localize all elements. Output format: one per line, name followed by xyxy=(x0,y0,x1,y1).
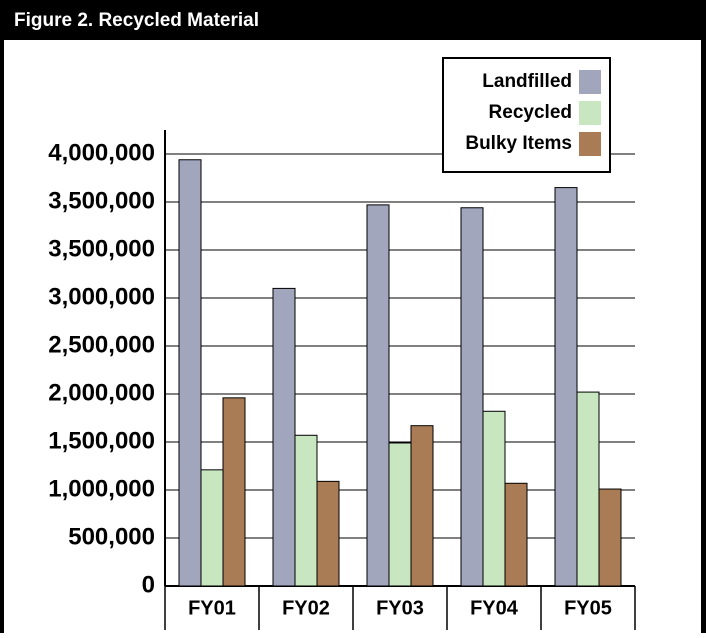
bar xyxy=(222,397,246,587)
frame-right xyxy=(701,0,706,633)
y-tick-label: 2,500,000 xyxy=(48,331,155,358)
bar xyxy=(482,410,506,587)
y-tick-label: 3,500,000 xyxy=(48,235,155,262)
y-tick-label: 1,000,000 xyxy=(48,475,155,502)
y-tick-label: 3,000,000 xyxy=(48,283,155,310)
bar xyxy=(504,482,528,587)
x-tick-label: FY01 xyxy=(188,597,236,619)
bar xyxy=(460,207,484,587)
y-tick-label: 500,000 xyxy=(68,523,155,550)
legend-swatch xyxy=(579,101,601,125)
y-tick-label: 4,000,000 xyxy=(48,139,155,166)
x-tick-label: FY02 xyxy=(282,597,330,619)
bar xyxy=(200,469,224,587)
bar xyxy=(366,204,390,587)
frame-left xyxy=(0,0,4,633)
x-tick-label: FY04 xyxy=(470,597,519,619)
legend-swatch xyxy=(579,132,601,156)
legend-label: Landfilled xyxy=(482,71,572,92)
legend-label: Recycled xyxy=(489,102,572,123)
bar xyxy=(598,488,622,587)
bar xyxy=(294,434,318,587)
bar xyxy=(554,187,578,587)
legend-swatch xyxy=(579,70,601,94)
x-tick-label: FY05 xyxy=(564,597,612,619)
title-bar xyxy=(0,0,706,40)
bar xyxy=(410,425,434,587)
x-tick-label: FY03 xyxy=(376,597,424,619)
y-tick-label: 3,500,000 xyxy=(48,187,155,214)
y-tick-label: 0 xyxy=(142,571,155,598)
y-tick-label: 1,500,000 xyxy=(48,427,155,454)
bar xyxy=(576,391,600,587)
bar xyxy=(388,442,412,587)
y-tick-label: 2,000,000 xyxy=(48,379,155,406)
bar xyxy=(272,287,296,587)
bar xyxy=(316,480,340,587)
legend-label: Bulky Items xyxy=(465,133,572,154)
bar xyxy=(178,159,202,587)
chart-title: Figure 2. Recycled Material xyxy=(14,10,259,31)
